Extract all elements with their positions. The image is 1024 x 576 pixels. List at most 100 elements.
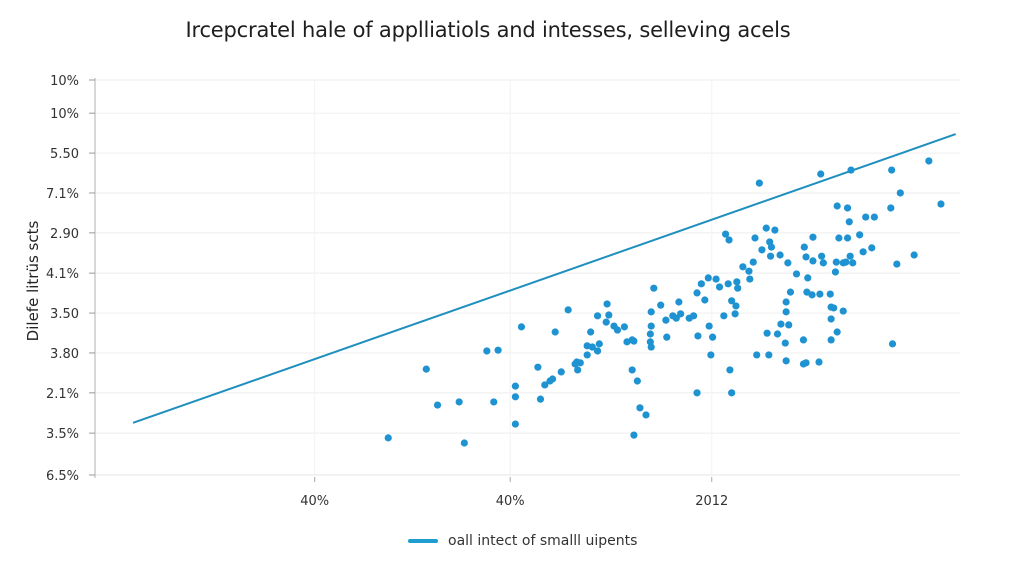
scatter-point	[707, 351, 715, 359]
scatter-point	[766, 238, 774, 246]
scatter-point	[765, 351, 773, 359]
x-ticks: 40% 40% 2012	[300, 477, 728, 509]
scatter-point	[816, 290, 824, 298]
scatter-point	[751, 234, 759, 242]
scatter-point	[511, 393, 519, 401]
scatter-point	[784, 259, 792, 267]
x-tick-label: 2012	[695, 494, 728, 509]
scatter-point	[896, 189, 904, 197]
scatter-point	[771, 226, 779, 234]
scatter-point	[804, 274, 812, 282]
scatter-point	[721, 230, 730, 238]
scatter-point	[809, 233, 817, 241]
scatter-point	[630, 337, 638, 345]
x-tick-label: 40%	[496, 494, 525, 509]
y-tick-label: 4.1%	[46, 267, 79, 282]
scatter-point	[856, 231, 864, 239]
scatter-point	[662, 316, 670, 324]
scatter-point	[753, 351, 761, 359]
scatter-point	[603, 300, 611, 308]
scatter-point	[593, 312, 602, 320]
y-tick-label: 5.50	[50, 147, 79, 162]
scatter-point	[799, 336, 808, 344]
legend-line-swatch	[408, 539, 438, 543]
chart-title: Ircepcratel hale of applliatiols and int…	[185, 18, 791, 42]
scatter-point	[422, 365, 430, 373]
scatter-point	[826, 290, 834, 298]
scatter-point	[888, 340, 897, 348]
scatter-point	[511, 420, 519, 428]
scatter-point	[732, 302, 740, 310]
scatter-point	[802, 253, 810, 261]
scatter-point	[587, 328, 595, 336]
scatter-point	[697, 280, 705, 288]
scatter-point	[712, 275, 720, 283]
scatter-point	[800, 243, 808, 251]
scatter-point	[602, 318, 610, 326]
scatter-point	[511, 382, 519, 390]
scatter-point	[809, 257, 817, 265]
scatter-point	[663, 333, 671, 341]
trend-line-layer	[132, 133, 957, 424]
scatter-point	[650, 284, 658, 292]
scatter-point	[490, 398, 498, 406]
scatter-point	[647, 308, 655, 316]
scatter-point	[715, 283, 724, 291]
scatter-point	[792, 270, 801, 278]
scatter-point	[433, 401, 442, 409]
scatter-point	[782, 357, 790, 365]
scatter-point	[595, 340, 603, 348]
scatter-point	[808, 291, 816, 299]
scatter-point	[646, 330, 654, 338]
scatter-point	[815, 358, 823, 366]
scatter-point	[870, 213, 878, 221]
scatter-point	[845, 218, 853, 226]
scatter-point	[847, 166, 855, 174]
scatter-point	[534, 363, 542, 371]
scatter-point	[833, 328, 841, 336]
scatter-point	[588, 343, 596, 351]
scatter-point	[494, 346, 502, 354]
scatter-point	[605, 311, 613, 319]
y-tick-label: 3.80	[50, 347, 79, 362]
scatter-point	[455, 398, 463, 406]
x-tick-label: 40%	[300, 494, 329, 509]
scatter-point	[384, 434, 392, 442]
scatter-point	[785, 321, 793, 329]
scatter-point	[937, 200, 945, 208]
scatter-point	[574, 366, 582, 374]
scatter-point	[709, 333, 717, 341]
scatter-point	[819, 259, 827, 267]
scatter-point	[636, 404, 644, 412]
scatter-point	[536, 395, 545, 403]
y-tick-label: 7.1%	[46, 187, 79, 202]
scatter-point	[564, 306, 572, 314]
scatter-point	[548, 375, 557, 383]
scatter-point	[576, 359, 584, 367]
scatter-point	[831, 268, 840, 276]
scatter-point	[693, 289, 701, 297]
scatter-point	[830, 304, 838, 312]
scatter-point	[628, 366, 636, 374]
scatter-point	[859, 248, 867, 256]
scatter-point	[731, 310, 739, 318]
scatter-point	[832, 258, 840, 266]
scatter-point	[734, 284, 742, 292]
scatter-point	[694, 332, 702, 340]
scatter-point	[724, 280, 732, 288]
scatter-point	[746, 275, 754, 283]
scatter-point	[657, 301, 665, 309]
scatter-point	[910, 251, 918, 259]
scatter-point	[551, 328, 559, 336]
scatter-point	[781, 339, 789, 347]
scatter-point	[733, 278, 741, 286]
scatter-point	[782, 308, 790, 316]
scatter-point	[835, 234, 843, 242]
scatter-point	[755, 179, 763, 187]
y-axis-label: Dilefe litrüs scts	[24, 221, 42, 342]
y-tick-label: 2.90	[50, 227, 79, 242]
scatter-point	[766, 252, 775, 260]
scatter-point	[773, 330, 782, 338]
y-ticks: 6.5% 3.5% 2.1% 3.80 3.50 4.1% 2.90 7.1% 5.50 10% 1…	[46, 74, 95, 484]
scatter-point	[776, 251, 784, 259]
